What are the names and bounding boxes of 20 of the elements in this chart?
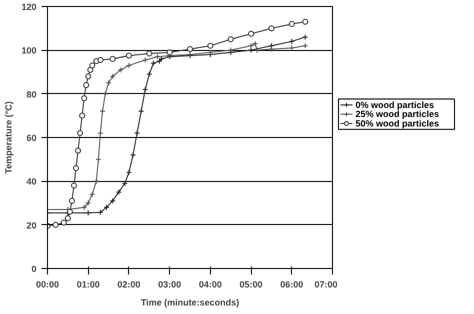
y-axis-title: Temperature (°C) bbox=[3, 101, 14, 174]
legend-label: 0% wood particles bbox=[356, 100, 434, 110]
x-tick-label: 03:00 bbox=[158, 280, 182, 290]
y-tick-label: 20 bbox=[26, 220, 37, 230]
x-tick-label: 04:00 bbox=[198, 280, 222, 290]
legend-label: 50% wood particles bbox=[356, 118, 440, 128]
y-tick-label: 0 bbox=[31, 264, 37, 274]
x-tick-label: 06:00 bbox=[280, 280, 304, 290]
y-tick-label: 80 bbox=[26, 89, 37, 100]
x-tick-label: 00:00 bbox=[36, 280, 60, 290]
y-tick-label: 120 bbox=[21, 2, 37, 12]
legend-label: 25% wood particles bbox=[356, 109, 440, 120]
y-tick-label: 60 bbox=[26, 133, 37, 143]
x-axis-title: Time (minute:seconds) bbox=[140, 298, 240, 308]
x-tick-label: 02:00 bbox=[117, 280, 140, 290]
x-tick-label: 01:00 bbox=[76, 280, 100, 290]
x-tick-label: 05:00 bbox=[240, 280, 263, 290]
y-tick-label: 40 bbox=[26, 176, 37, 187]
y-tick-label: 100 bbox=[21, 46, 37, 56]
x-tick-label: 07:00 bbox=[314, 280, 338, 290]
